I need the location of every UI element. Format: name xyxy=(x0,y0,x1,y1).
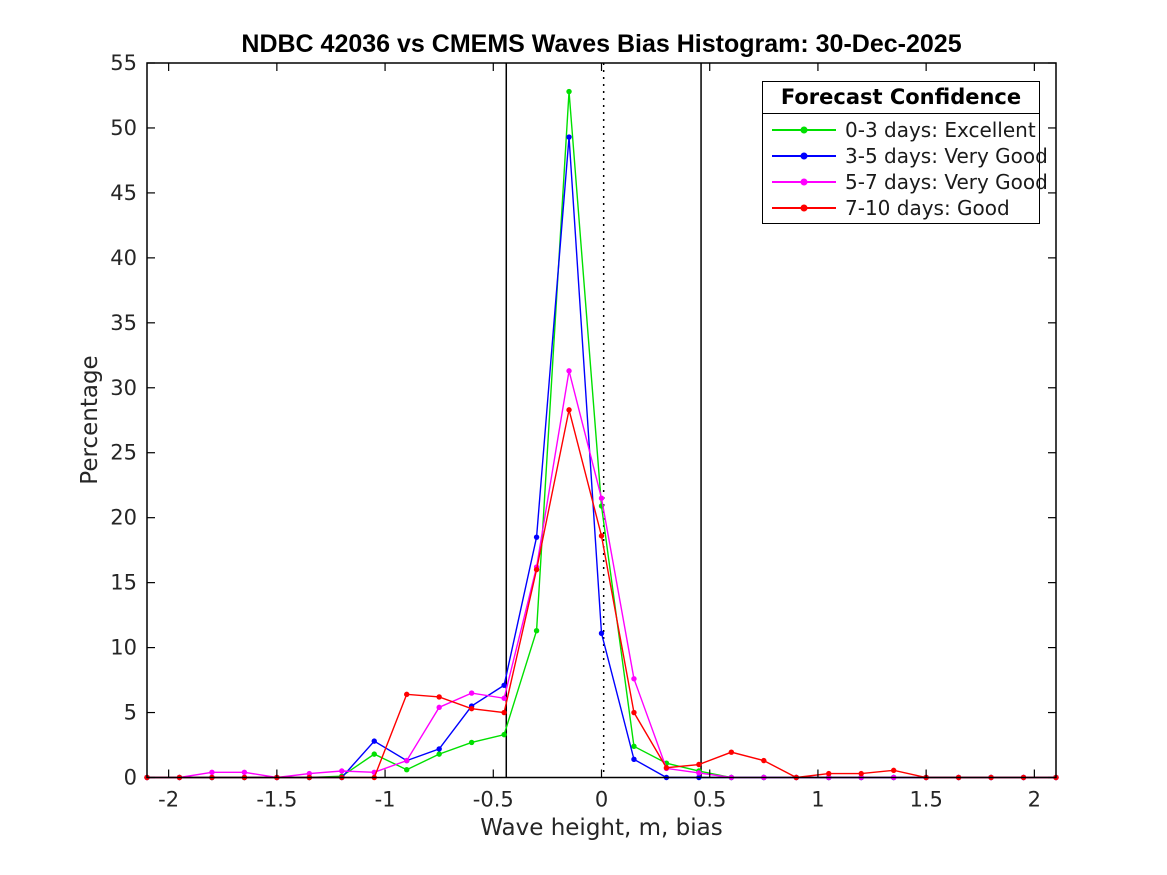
data-point xyxy=(339,768,345,774)
data-point xyxy=(696,761,702,768)
x-tick-labels: -2 -1.5 -1 -0.5 0 0.5 1 1.5 2 xyxy=(158,788,1041,812)
data-point xyxy=(631,676,637,682)
legend-line-sample xyxy=(772,178,836,186)
data-point xyxy=(631,743,637,750)
legend-entry: 7-10 days: Good xyxy=(763,195,1039,221)
data-point xyxy=(501,695,507,701)
legend-entry-label: 3-5 days: Very Good xyxy=(845,144,1048,168)
y-tick-labels: 0 5 10 15 20 25 30 35 40 45 50 55 xyxy=(110,51,137,790)
data-point xyxy=(858,770,864,777)
data-point xyxy=(728,749,735,755)
data-point xyxy=(598,630,605,637)
data-point xyxy=(566,88,572,95)
svg-text:0.5: 0.5 xyxy=(693,788,726,812)
legend-marker-dot xyxy=(800,178,808,186)
legend-marker-dot xyxy=(800,152,808,160)
legend-line-sample xyxy=(772,204,836,212)
svg-text:0: 0 xyxy=(124,766,137,790)
data-point xyxy=(241,769,248,776)
data-point xyxy=(598,533,605,539)
data-point xyxy=(631,709,637,716)
svg-text:-1.5: -1.5 xyxy=(256,788,297,812)
svg-text:2: 2 xyxy=(1028,788,1041,812)
series-5-7 xyxy=(144,368,1059,781)
data-point xyxy=(306,770,313,777)
data-point xyxy=(468,690,475,696)
data-point xyxy=(436,694,442,700)
svg-text:20: 20 xyxy=(110,506,137,530)
x-axis-label: Wave height, m, bias xyxy=(480,815,723,841)
svg-text:35: 35 xyxy=(110,311,137,335)
legend-title: Forecast Confidence xyxy=(763,82,1039,114)
reference-lines xyxy=(505,63,702,778)
legend-entry: 0-3 days: Excellent xyxy=(763,117,1039,143)
y-ticks xyxy=(147,62,1056,779)
data-point xyxy=(598,495,605,501)
legend-entry: 5-7 days: Very Good xyxy=(763,169,1048,195)
y-axis-label: Percentage xyxy=(77,355,103,485)
svg-text:-2: -2 xyxy=(158,788,179,812)
svg-text:1: 1 xyxy=(811,788,824,812)
data-point xyxy=(436,751,442,757)
data-point xyxy=(468,739,475,746)
legend-entry-label: 0-3 days: Excellent xyxy=(845,118,1036,142)
legend-entry: 3-5 days: Very Good xyxy=(763,143,1048,169)
svg-text:0: 0 xyxy=(595,788,608,812)
data-point xyxy=(663,765,670,771)
data-point xyxy=(533,566,540,573)
data-point xyxy=(209,769,215,776)
data-point xyxy=(404,691,410,698)
data-point xyxy=(436,746,442,752)
legend-line-sample xyxy=(772,126,836,134)
data-point xyxy=(631,756,637,763)
svg-text:30: 30 xyxy=(110,376,137,400)
series-3-5 xyxy=(144,134,1059,781)
svg-text:-1: -1 xyxy=(375,788,396,812)
x-ticks xyxy=(168,63,1035,778)
legend-entries: 0-3 days: Excellent 3-5 days: Very Good 5-… xyxy=(763,114,1048,221)
series-7-10 xyxy=(144,407,1059,781)
data-point xyxy=(533,534,540,540)
svg-text:10: 10 xyxy=(110,636,137,660)
svg-text:1.5: 1.5 xyxy=(909,788,942,812)
legend-marker-dot xyxy=(800,126,808,134)
legend-entry-label: 5-7 days: Very Good xyxy=(845,170,1048,194)
data-point xyxy=(468,705,475,712)
data-point xyxy=(404,767,410,773)
data-point xyxy=(696,770,702,776)
svg-text:25: 25 xyxy=(110,441,137,465)
data-point xyxy=(501,709,507,716)
data-point xyxy=(566,407,572,413)
data-point xyxy=(826,770,832,777)
data-point xyxy=(533,628,540,634)
svg-text:55: 55 xyxy=(110,51,137,75)
data-point xyxy=(890,767,897,774)
data-point xyxy=(566,368,572,374)
data-point xyxy=(436,704,442,711)
svg-text:40: 40 xyxy=(110,246,137,270)
svg-text:45: 45 xyxy=(110,181,137,205)
data-point xyxy=(566,134,572,140)
data-point xyxy=(501,731,507,738)
data-point xyxy=(404,757,410,764)
legend-line-sample xyxy=(772,152,836,160)
legend-marker-dot xyxy=(800,204,808,212)
legend: Forecast Confidence 0-3 days: Excellent 3… xyxy=(762,81,1048,224)
data-point xyxy=(761,757,767,764)
chart-title: NDBC 42036 vs CMEMS Waves Bias Histogram… xyxy=(241,30,962,58)
svg-text:50: 50 xyxy=(110,116,137,140)
data-point xyxy=(501,682,507,688)
svg-text:-0.5: -0.5 xyxy=(473,788,514,812)
legend-entry-label: 7-10 days: Good xyxy=(845,196,1010,220)
svg-text:15: 15 xyxy=(110,571,137,595)
data-point xyxy=(371,751,377,757)
svg-text:5: 5 xyxy=(124,701,137,725)
data-point xyxy=(371,738,377,744)
